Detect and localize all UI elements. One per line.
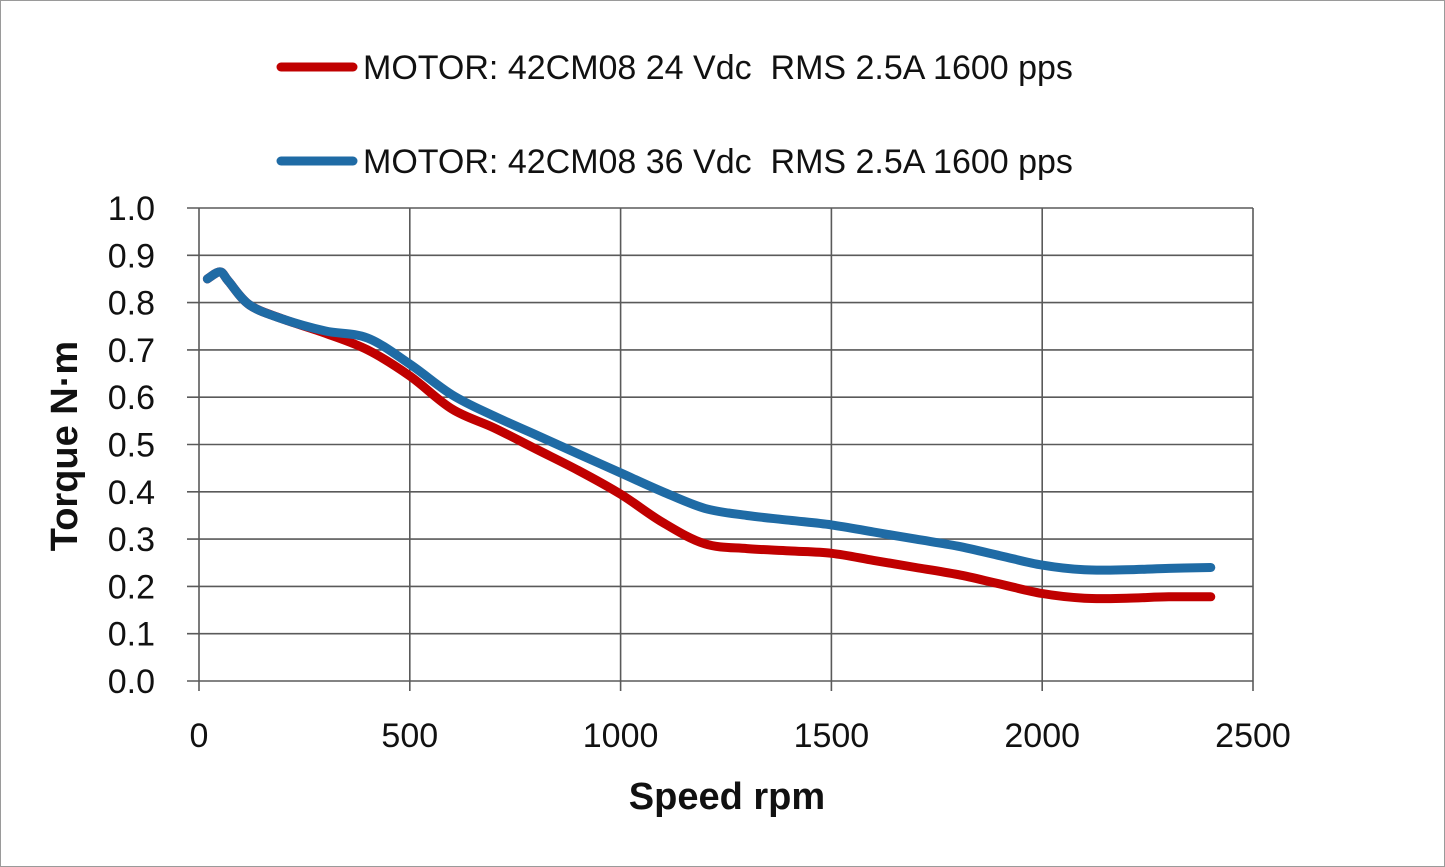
y-tick-label: 0.6 <box>108 379 155 417</box>
series-lines <box>202 267 1216 604</box>
x-tick-labels: 0 500 1000 1500 2000 2500 <box>190 717 1291 755</box>
legend: MOTOR: 42CM08 24 Vdc RMS 2.5A 1600 pps MO… <box>276 49 1073 181</box>
grid <box>187 207 1254 691</box>
series-line-2 <box>202 267 1216 575</box>
y-tick-labels: 0.0 0.1 0.2 0.3 0.4 0.5 0.6 0.7 0.8 0.9 1.0 <box>108 190 155 701</box>
x-axis-label: Speed rpm <box>629 776 825 818</box>
y-tick-label: 0.9 <box>108 237 155 275</box>
y-tick-label: 0.1 <box>108 616 155 654</box>
y-tick-label: 0.5 <box>108 427 155 465</box>
x-tick-label: 500 <box>381 717 438 755</box>
y-tick-label: 0.3 <box>108 521 155 559</box>
y-tick-label: 1.0 <box>108 190 155 228</box>
y-tick-label: 0.2 <box>108 568 155 606</box>
legend-label-2: MOTOR: 42CM08 36 Vdc RMS 2.5A 1600 pps <box>363 143 1073 181</box>
y-tick-label: 0.4 <box>108 474 155 512</box>
x-tick-label: 0 <box>190 717 209 755</box>
x-tick-label: 1500 <box>794 717 870 755</box>
y-tick-label: 0.7 <box>108 332 155 370</box>
legend-label-1: MOTOR: 42CM08 24 Vdc RMS 2.5A 1600 pps <box>363 49 1073 87</box>
y-tick-label: 0.0 <box>108 663 155 701</box>
x-tick-label: 2500 <box>1215 717 1291 755</box>
y-tick-label: 0.8 <box>108 285 155 323</box>
series-line-1 <box>202 267 1216 604</box>
x-tick-label: 1000 <box>583 717 659 755</box>
y-axis-label: Torque N·m <box>44 341 86 551</box>
x-tick-label: 2000 <box>1004 717 1080 755</box>
